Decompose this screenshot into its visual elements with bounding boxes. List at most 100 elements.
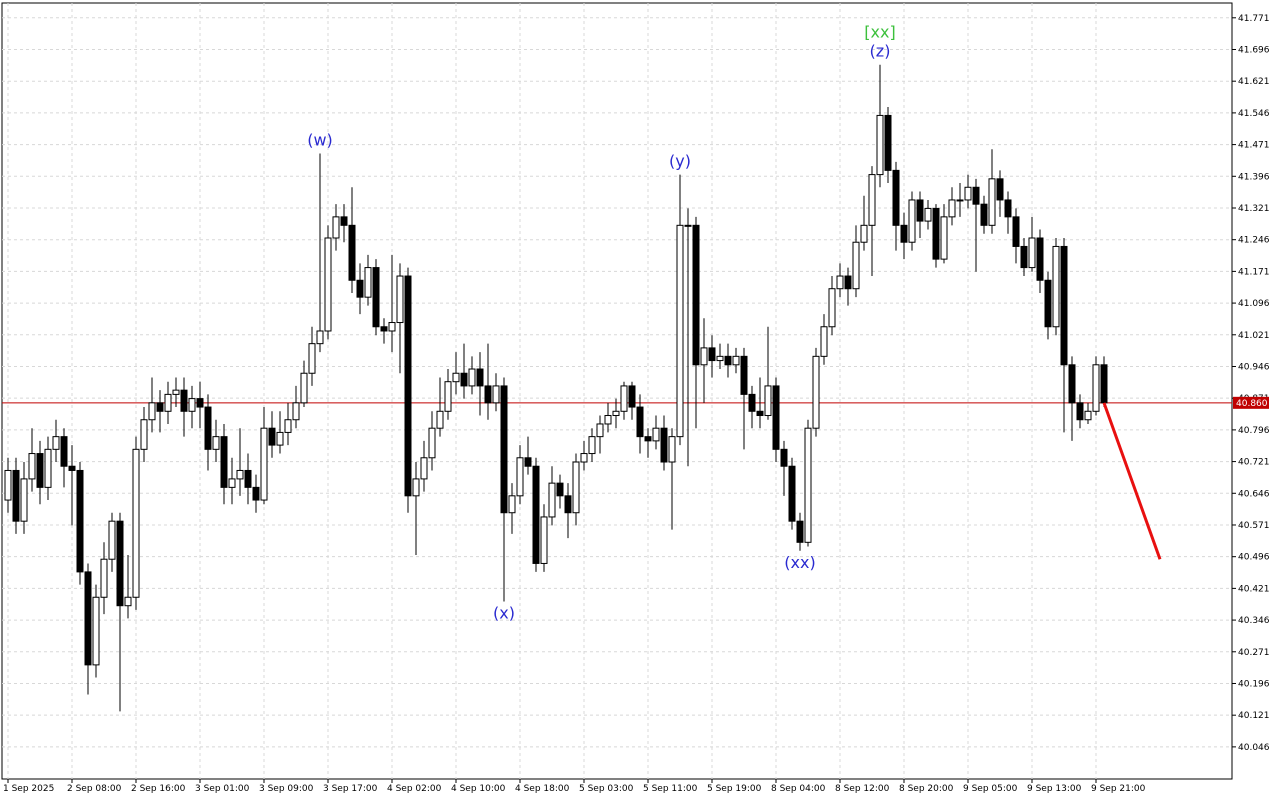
candle-body [372,267,380,328]
candle-body [308,343,316,374]
candle-body [420,457,428,480]
candle-body [12,469,20,522]
candle-body [980,203,988,226]
candle-body [964,186,972,201]
candle-body [884,114,892,171]
x-tick-label: 9 Sep 05:00 [963,784,1018,794]
price-label-box [1233,396,1269,409]
candle-body [1012,216,1020,247]
candle-body [476,368,484,387]
candle-body [852,241,860,290]
candle-body [548,482,556,518]
candle-body [148,402,156,421]
candle-body [756,410,764,417]
candle-body [900,224,908,243]
candle-body [988,178,996,226]
x-tick-label: 8 Sep 20:00 [899,784,954,794]
candle-body [868,174,876,226]
candle-body [236,469,244,480]
candle-body [932,207,940,260]
candle-body [612,410,620,417]
projection-line [1102,402,1162,560]
candle-body [324,237,332,332]
candle-body [484,385,492,404]
candle-body [876,114,884,176]
candle-body [924,207,932,222]
candle-body [396,275,404,324]
plot-frame [1,2,1233,780]
candle-body [204,406,212,450]
candle-body [188,398,196,412]
candle-body [604,415,612,425]
candle-body [724,355,732,366]
y-tick-label: 40.646 [1238,489,1270,499]
x-tick-label: 3 Sep 01:00 [195,784,250,794]
candle-body [508,495,516,514]
x-tick-label: 8 Sep 04:00 [771,784,826,794]
x-tick-label: 4 Sep 10:00 [451,784,506,794]
candle-body [860,224,868,243]
candle-body [692,224,700,366]
candle-body [780,448,788,467]
y-tick-label: 40.196 [1238,679,1270,689]
candle-body [212,436,220,450]
x-tick-label: 4 Sep 02:00 [387,784,442,794]
candle-body [1044,279,1052,328]
candle-body [76,469,84,573]
candle-body [380,326,388,332]
candle-body [644,436,652,442]
y-tick-label: 41.171 [1238,267,1270,277]
candle-body [684,224,692,227]
candle-body [916,199,924,222]
candle-body [412,478,420,497]
candle-body [20,478,28,522]
candle-body [532,465,540,564]
candle-body [300,372,308,404]
candle-body [556,482,564,497]
candle-body [68,465,76,471]
candle-body [116,520,124,607]
candle-body [92,596,100,666]
x-tick-label: 3 Sep 17:00 [323,784,378,794]
candle-body [460,372,468,387]
candle-body [220,436,228,488]
candle-body [36,453,44,488]
y-tick-label: 40.421 [1238,584,1270,594]
y-tick-label: 40.346 [1238,616,1270,626]
candle-body [1068,364,1076,404]
candle-body [972,186,980,205]
candle-body [820,326,828,357]
candle-body [676,224,684,438]
candle-body [356,279,364,298]
y-tick-label: 41.396 [1238,172,1270,182]
wave-label: (w) [307,130,333,149]
candle-body [564,495,572,514]
candle-body [196,398,204,408]
y-tick-label: 41.696 [1238,45,1270,55]
candle-body [580,453,588,463]
candle-body [52,436,60,450]
candle-body [764,385,772,417]
candle-body [660,427,668,463]
x-tick-label: 1 Sep 2025 [3,784,54,794]
candle-body [292,402,300,421]
x-tick-label: 5 Sep 11:00 [643,784,698,794]
candle-body [540,516,548,564]
y-tick-label: 40.571 [1238,521,1270,531]
candle-body [1028,237,1036,269]
y-tick-label: 40.046 [1238,743,1270,753]
candle-body [940,216,948,260]
candle-body [28,453,36,480]
candle-body [444,381,452,412]
candle-body [316,330,324,345]
wave-label: (xx) [784,553,815,572]
x-tick-label: 9 Sep 21:00 [1091,784,1146,794]
candle-body [892,169,900,226]
candle-body [740,355,748,395]
candle-body [332,216,340,239]
candle-body [908,199,916,243]
x-tick-label: 4 Sep 18:00 [515,784,570,794]
candle-body [1036,237,1044,281]
candle-body [1076,402,1084,421]
